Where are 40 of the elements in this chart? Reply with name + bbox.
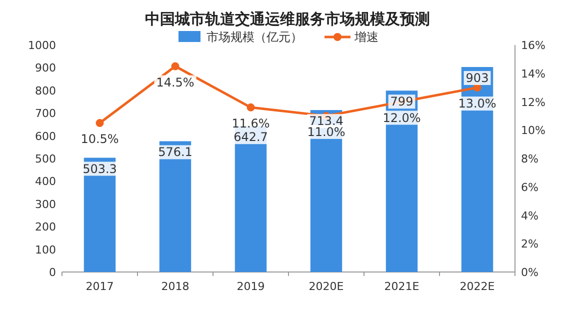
y-tick-label: 1000 — [28, 39, 56, 52]
data-label: 503.3 — [82, 162, 117, 176]
y-tick-label: 500 — [35, 152, 56, 166]
y2-tick-label: 14% — [521, 67, 546, 80]
data-label: 11.0% — [307, 124, 346, 139]
y-tick-label: 0 — [49, 266, 56, 279]
y2-tick-label: 2% — [521, 238, 538, 251]
y-tick-label: 300 — [35, 198, 56, 211]
data-label: 13.0% — [458, 96, 496, 111]
data-label: 11.6% — [232, 116, 270, 130]
y2-tick-label: 8% — [521, 152, 538, 166]
data-label: 576.1 — [158, 145, 192, 160]
y2-tick-label: 16% — [521, 39, 546, 52]
y-tick-label: 600 — [35, 130, 56, 143]
x-tick-label: 2017 — [86, 280, 114, 293]
x-tick-label: 2020E — [308, 280, 344, 293]
x-tick-label: 2021E — [384, 280, 420, 293]
y2-tick-label: 10% — [521, 124, 546, 138]
y-tick-label: 900 — [35, 62, 56, 75]
y-tick-label: 800 — [35, 84, 56, 98]
y-tick-label: 400 — [35, 175, 56, 188]
x-tick-label: 2019 — [236, 280, 265, 293]
data-label: 642.7 — [234, 130, 268, 144]
y-tick-label: 700 — [35, 107, 56, 120]
y2-tick-label: 0% — [521, 266, 538, 279]
x-tick-label: 2018 — [161, 280, 190, 293]
y2-tick-label: 12% — [521, 96, 546, 109]
y2-tick-label: 6% — [521, 180, 538, 194]
legend-label: 市场规模（亿元） — [206, 30, 302, 44]
data-label: 14.5% — [156, 75, 194, 90]
data-label: 10.5% — [80, 132, 119, 146]
data-label: 12.0% — [382, 110, 421, 125]
data-label: 713.4 — [309, 114, 344, 128]
data-label: 903 — [466, 71, 489, 86]
y-tick-label: 200 — [35, 220, 56, 234]
y-tick-label: 100 — [35, 243, 56, 256]
legend-label: 增速 — [354, 30, 378, 44]
chart-title: 中国城市轨道交通运维服务市场规模及预测 — [145, 10, 430, 28]
x-tick-label: 2022E — [460, 280, 495, 293]
y2-tick-label: 4% — [521, 209, 538, 222]
